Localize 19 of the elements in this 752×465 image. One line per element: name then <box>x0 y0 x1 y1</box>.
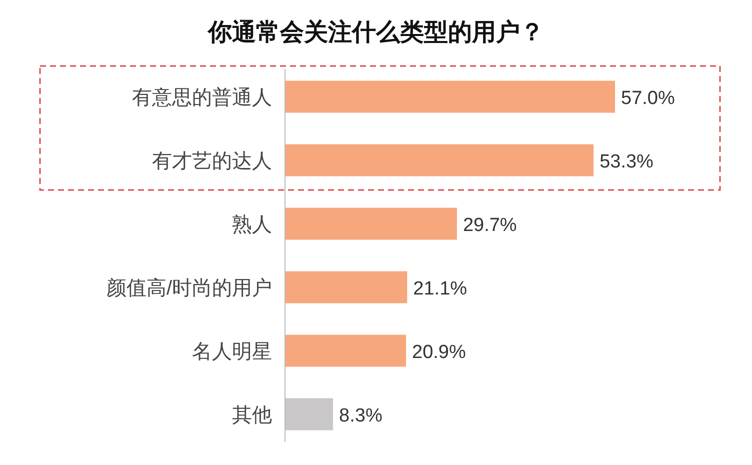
y-tick-label: 有才艺的达人 <box>152 150 272 172</box>
y-tick-label: 熟人 <box>232 214 272 236</box>
data-label: 29.7% <box>462 214 517 236</box>
bar <box>285 271 408 304</box>
bar <box>285 398 334 430</box>
chart-title: 你通常会关注什么类型的用户？ <box>207 19 544 46</box>
bar <box>285 144 594 176</box>
bar <box>285 334 406 367</box>
data-label: 21.1% <box>413 278 468 300</box>
bar <box>285 208 457 240</box>
data-label: 53.3% <box>600 151 654 172</box>
y-tick-label: 颜值高/时尚的用户 <box>106 276 272 300</box>
data-label: 8.3% <box>339 405 382 426</box>
y-tick-label: 有意思的普通人 <box>132 86 272 109</box>
y-tick-label: 名人明星 <box>192 340 272 363</box>
y-tick-label: 其他 <box>232 404 272 426</box>
data-label: 20.9% <box>412 342 466 363</box>
data-label: 57.0% <box>621 88 675 109</box>
bar <box>285 80 615 113</box>
